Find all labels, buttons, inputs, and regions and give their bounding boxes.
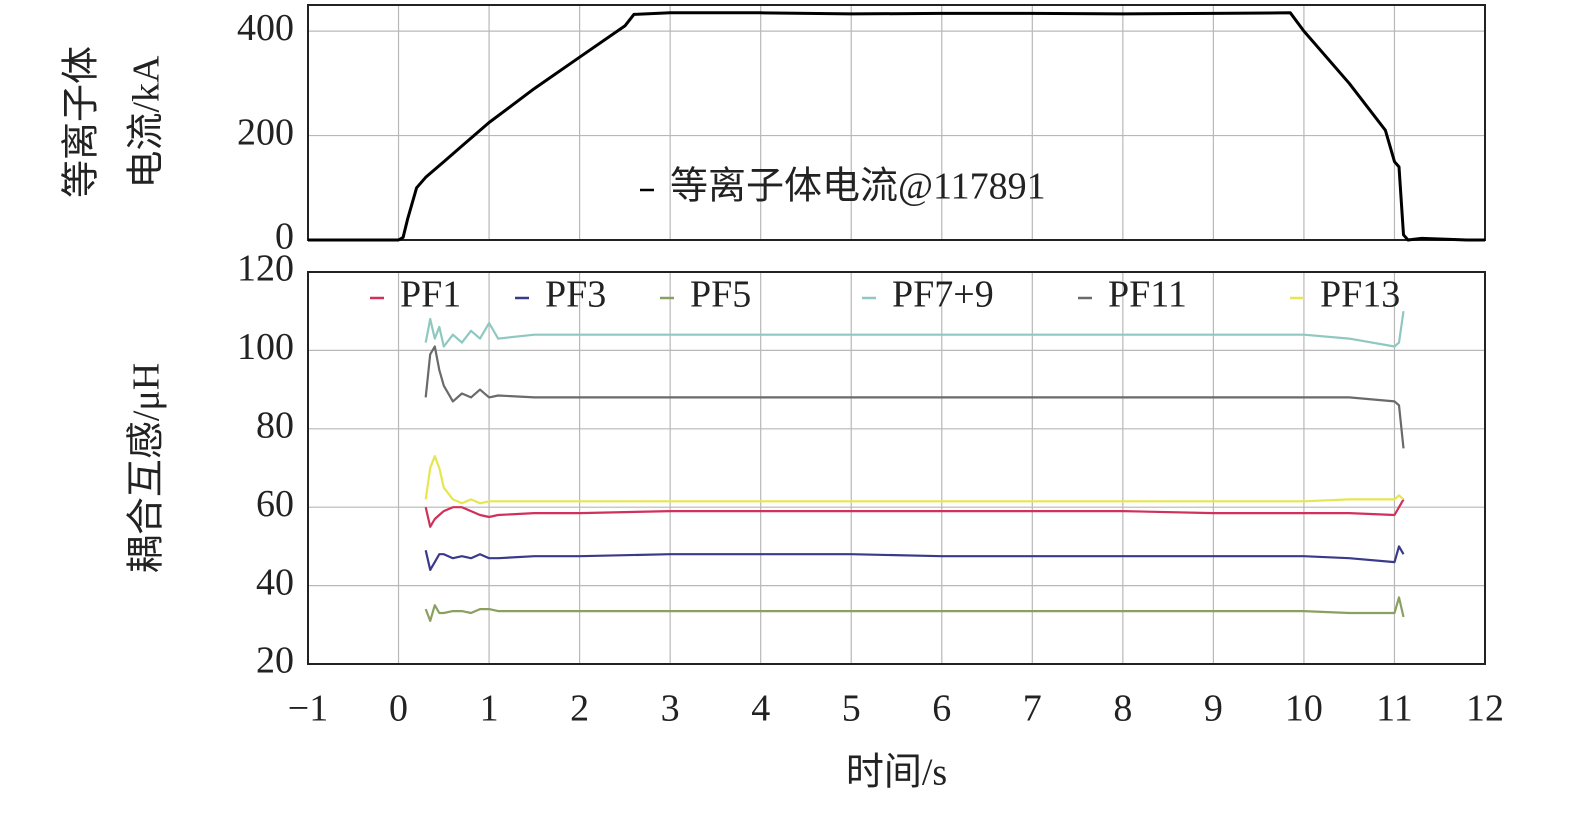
x-tick-label: 8	[1113, 688, 1132, 730]
legend-label: PF1	[400, 274, 461, 316]
x-tick-label: 4	[751, 688, 770, 730]
y-tick-label: 40	[256, 561, 294, 603]
x-tick-label: −1	[288, 688, 328, 730]
x-tick-label: 7	[1023, 688, 1042, 730]
legend-label: PF3	[545, 274, 606, 316]
data-line	[424, 498, 1405, 528]
y-axis-label: 等离子体	[61, 46, 103, 198]
data-line	[424, 345, 1405, 449]
x-tick-label: 9	[1204, 688, 1223, 730]
y-tick-label: 0	[275, 216, 294, 258]
x-tick-label: 3	[661, 688, 680, 730]
subplot: 0 200 400 等离子体电流@117891 等离子体 电流/kA	[61, 4, 1486, 258]
legend-label: PF5	[690, 274, 751, 316]
y-tick-label: 60	[256, 483, 294, 525]
y-tick-label: 80	[256, 405, 294, 447]
data-line	[424, 311, 1405, 348]
y-axis-label: 电流/kA	[126, 55, 168, 189]
plot-frame	[307, 271, 1486, 665]
y-tick-label: 120	[237, 248, 294, 290]
data-line	[308, 11, 1485, 242]
x-tick-label: 11	[1376, 688, 1413, 730]
legend-label: PF11	[1108, 274, 1187, 316]
y-tick-label: 100	[237, 326, 294, 368]
y-tick-label: 20	[256, 640, 294, 682]
y-axis-label: 耦合互感/μH	[126, 363, 168, 573]
x-tick-label: 0	[389, 688, 408, 730]
data-line	[424, 596, 1405, 622]
data-line	[424, 545, 1405, 571]
x-tick-label: 12	[1466, 688, 1504, 730]
x-tick-label: 6	[932, 688, 951, 730]
y-tick-label: 200	[237, 111, 294, 153]
x-tick-label: 10	[1285, 688, 1323, 730]
data-line	[424, 455, 1405, 505]
x-tick-label: 5	[842, 688, 861, 730]
legend-label: PF7+9	[892, 274, 994, 316]
x-tick-label: 1	[480, 688, 499, 730]
legend-label: PF13	[1320, 274, 1400, 316]
x-tick-label: 2	[570, 688, 589, 730]
x-axis-label: 时间/s	[846, 752, 947, 794]
legend-label: 等离子体电流@117891	[670, 166, 1046, 208]
plot-frame	[307, 4, 1486, 241]
y-tick-label: 400	[237, 7, 294, 49]
